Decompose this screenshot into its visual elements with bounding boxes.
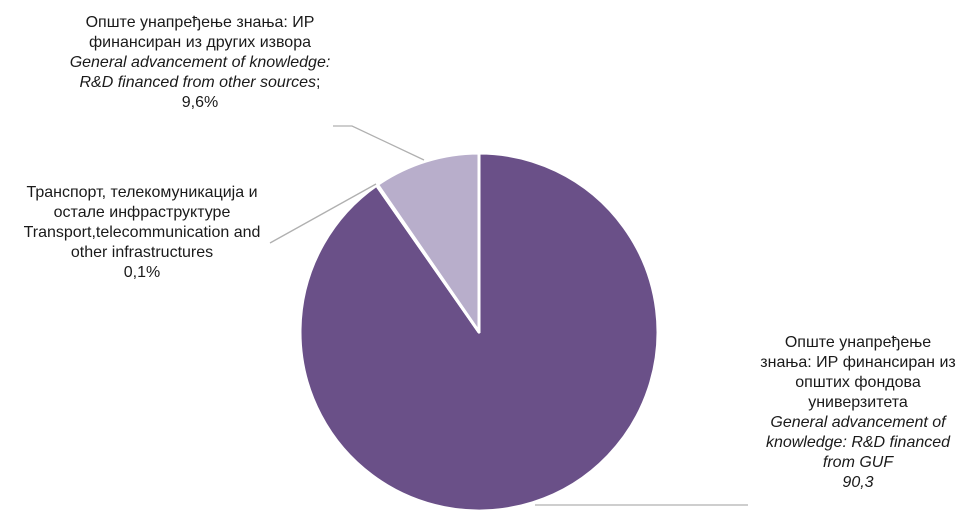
- label-en-line: from GUF: [822, 454, 894, 471]
- label-sr-line: остале инфраструктуре: [53, 204, 231, 221]
- leader-line-other-sources: [333, 125, 425, 161]
- data-label-guf: Опште унапређење знања: ИР финансиран из…: [750, 333, 966, 493]
- label-sr-line: финансиран из других извора: [89, 34, 311, 51]
- leader-line-transport: [269, 183, 377, 244]
- label-en-line: General advancement of: [770, 414, 946, 431]
- label-en-line: R&D financed from other sources: [79, 74, 317, 91]
- label-en-line: knowledge: R&D financed: [765, 434, 951, 451]
- label-sr-line: знања: ИР финансиран из: [760, 354, 956, 371]
- label-en-line: other infrastructures: [70, 244, 214, 261]
- label-sr-line: Транспорт, телекомуникација и: [26, 184, 258, 201]
- pie-slice-other-sources: [375, 151, 481, 334]
- data-label-value: 9,6%: [181, 94, 219, 111]
- data-label-transport: Транспорт, телекомуникација и остале инф…: [0, 183, 284, 283]
- label-en-line: General advancement of knowledge:: [69, 54, 331, 71]
- label-en-suffix: ;: [316, 74, 321, 91]
- label-sr-line: Опште унапређење знања: ИР: [85, 14, 315, 31]
- label-sr-line: универзитета: [808, 394, 908, 411]
- label-en-line: Transport,telecommunication and: [23, 224, 261, 241]
- data-label-other-sources: Опште унапређење знања: ИР финансиран из…: [50, 13, 350, 113]
- label-sr-line: општих фондова: [795, 374, 921, 391]
- label-sr-line: Опште унапређење: [784, 334, 932, 351]
- data-label-value: 0,1%: [123, 264, 161, 281]
- data-label-value: 90,3: [842, 474, 874, 491]
